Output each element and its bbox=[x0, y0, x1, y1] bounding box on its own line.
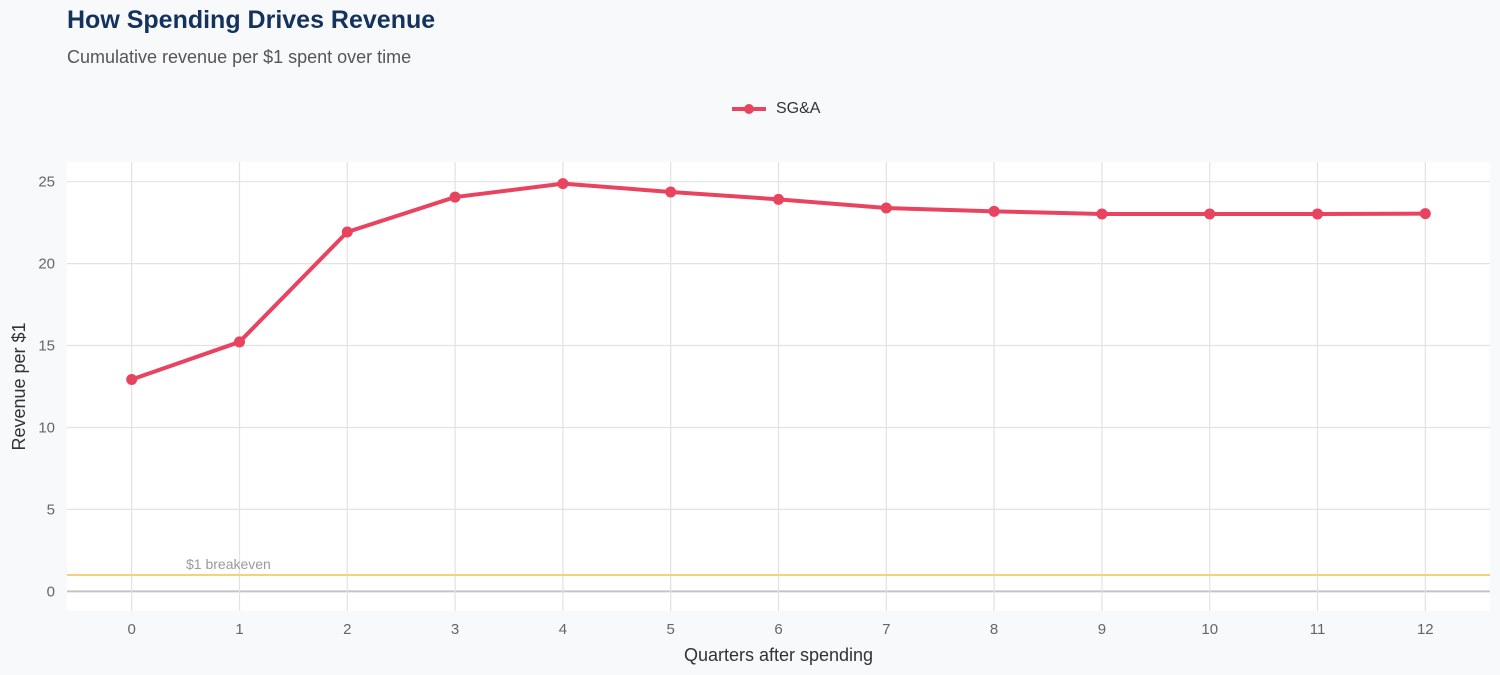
x-tick-label: 6 bbox=[774, 621, 782, 638]
legend-line-marker-icon bbox=[732, 104, 766, 114]
chart-subtitle: Cumulative revenue per $1 spent over tim… bbox=[67, 47, 412, 67]
x-tick-label: 4 bbox=[559, 621, 567, 638]
data-point bbox=[1096, 208, 1108, 220]
x-tick-label: 1 bbox=[235, 621, 243, 638]
x-tick-label: 8 bbox=[990, 621, 998, 638]
x-tick-label: 10 bbox=[1201, 621, 1218, 638]
x-tick-label: 0 bbox=[128, 621, 136, 638]
data-point bbox=[341, 226, 353, 238]
breakeven-label: $1 breakeven bbox=[186, 556, 271, 572]
x-tick-label: 2 bbox=[343, 621, 351, 638]
data-point bbox=[665, 186, 677, 198]
data-point bbox=[449, 191, 461, 203]
x-tick-label: 9 bbox=[1098, 621, 1106, 638]
data-point bbox=[773, 193, 784, 205]
chart-title: How Spending Drives Revenue bbox=[67, 6, 436, 34]
y-tick-label: 10 bbox=[38, 419, 55, 436]
legend-label: SG&A bbox=[776, 100, 821, 117]
x-tick-label: 5 bbox=[667, 621, 675, 638]
data-point bbox=[1312, 208, 1324, 220]
x-tick-label: 11 bbox=[1310, 621, 1326, 638]
data-point bbox=[880, 202, 892, 214]
data-point bbox=[557, 178, 569, 190]
y-tick-label: 25 bbox=[38, 174, 55, 191]
y-tick-label: 5 bbox=[47, 501, 55, 518]
x-axis-label: Quarters after spending bbox=[684, 645, 873, 665]
y-axis-label: Revenue per $1 bbox=[9, 322, 29, 450]
x-tick-label: 7 bbox=[882, 621, 890, 638]
data-point bbox=[233, 336, 245, 348]
y-tick-label: 20 bbox=[38, 256, 55, 273]
x-tick-label: 3 bbox=[451, 621, 459, 638]
data-point bbox=[988, 205, 1000, 217]
data-point bbox=[126, 373, 138, 385]
legend: SG&A bbox=[730, 100, 820, 118]
data-point bbox=[1204, 208, 1216, 220]
data-point bbox=[1419, 208, 1431, 220]
y-tick-label: 15 bbox=[38, 338, 55, 355]
x-tick-label: 12 bbox=[1417, 621, 1434, 638]
y-tick-label: 0 bbox=[47, 583, 55, 600]
